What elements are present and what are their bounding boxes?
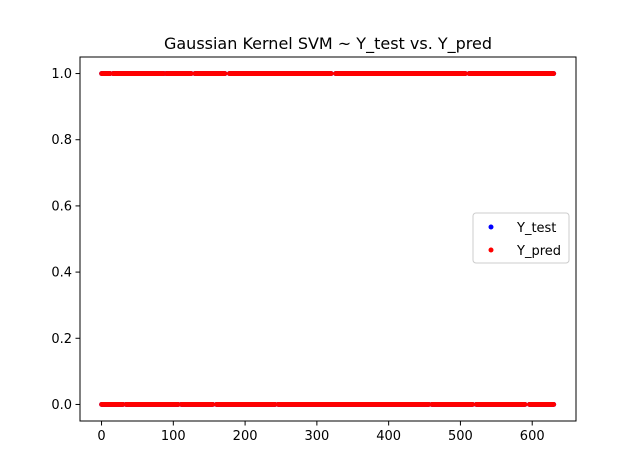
y-tick-label: 0.0 xyxy=(51,398,72,413)
y-tick-label: 0.6 xyxy=(51,199,72,214)
y-pred-point xyxy=(463,71,468,76)
legend-marker-y-pred xyxy=(488,247,494,253)
x-tick-label: 300 xyxy=(304,429,329,444)
legend-box xyxy=(472,212,570,264)
y-tick-label: 0.8 xyxy=(51,133,72,148)
y-pred-point xyxy=(222,71,228,76)
legend-marker-y-test xyxy=(488,224,494,230)
x-tick-label: 400 xyxy=(376,429,401,444)
y-tick-label: 1.0 xyxy=(51,67,72,82)
plot-frame xyxy=(79,56,577,422)
chart-title: Gaussian Kernel SVM ~ Y_test vs. Y_pred xyxy=(164,34,492,54)
x-tick-label: 100 xyxy=(161,429,186,444)
y-tick-label: 0.2 xyxy=(51,332,72,347)
legend-label-y-pred: Y_pred xyxy=(516,244,561,259)
data-points xyxy=(99,71,557,407)
y-pred-point xyxy=(210,402,216,407)
y-pred-point xyxy=(522,402,528,407)
x-tick-label: 600 xyxy=(520,429,545,444)
x-tick-label: 500 xyxy=(448,429,473,444)
y-pred-point xyxy=(188,71,194,76)
y-pred-point xyxy=(470,402,476,407)
y-pred-point xyxy=(328,71,334,76)
y-tick-label: 0.4 xyxy=(51,266,72,281)
y-pred-point xyxy=(551,402,557,407)
legend: Y_test Y_pred xyxy=(472,212,570,264)
x-tick-label: 0 xyxy=(97,429,105,444)
axes xyxy=(79,56,577,422)
y-axis-ticks: 0.0 0.2 0.4 0.6 0.8 1.0 xyxy=(51,67,80,413)
x-axis-ticks: 0 100 200 300 400 500 600 xyxy=(97,421,545,444)
y-pred-point xyxy=(551,71,557,76)
legend-label-y-test: Y_test xyxy=(516,221,556,236)
x-tick-label: 200 xyxy=(233,429,258,444)
